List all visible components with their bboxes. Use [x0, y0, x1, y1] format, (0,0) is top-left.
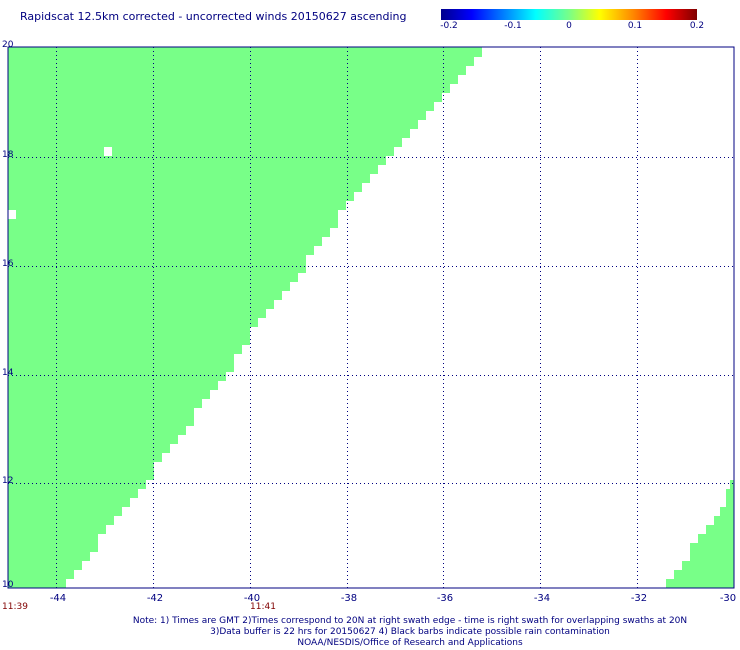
colorbar-tick-label: -0.2	[440, 21, 458, 31]
colorbar-tick-label: 0	[566, 21, 572, 31]
lon-tick-label: -38	[340, 593, 358, 604]
lat-tick-label: 10	[2, 580, 14, 590]
wind-map-plot	[7, 46, 735, 589]
data-gap	[104, 147, 112, 156]
lon-tick-label: -40	[243, 593, 261, 604]
footnote-line: 3)Data buffer is 22 hrs for 20150627 4) …	[210, 627, 610, 637]
data-swath-corner	[666, 480, 734, 588]
footnote-line: Note: 1) Times are GMT 2)Times correspon…	[132, 616, 688, 626]
lat-tick-label: 16	[2, 259, 14, 269]
lat-lon-grid	[8, 47, 734, 588]
lon-tick-label: -36	[436, 593, 454, 604]
lat-tick-label: 18	[2, 150, 14, 160]
footnote-line: NOAA/NESDIS/Office of Research and Appli…	[297, 638, 523, 648]
swath-time-label: 11:41	[250, 602, 276, 612]
lon-tick-label: -42	[146, 593, 164, 604]
lon-tick-label: -30	[719, 593, 737, 604]
lon-tick-label: -34	[533, 593, 551, 604]
colorbar-tick-label: -0.1	[504, 21, 522, 31]
map-frame	[7, 46, 735, 589]
lat-tick-label: 14	[2, 368, 14, 378]
map-title: Rapidscat 12.5km corrected - uncorrected…	[20, 10, 407, 23]
data-gap	[8, 210, 16, 219]
colorbar-tick-label: 0.2	[689, 21, 705, 31]
swath-time-label: 11:39	[2, 602, 28, 612]
lat-tick-label: 12	[2, 476, 14, 486]
footnotes: Note: 1) Times are GMT 2)Times correspon…	[0, 616, 740, 649]
data-swath-main	[8, 47, 482, 588]
lon-tick-label: -44	[49, 593, 67, 604]
colorbar	[441, 9, 697, 20]
colorbar-tick-label: 0.1	[627, 21, 643, 31]
lon-tick-label: -32	[630, 593, 648, 604]
lat-tick-label: 20	[2, 40, 14, 50]
